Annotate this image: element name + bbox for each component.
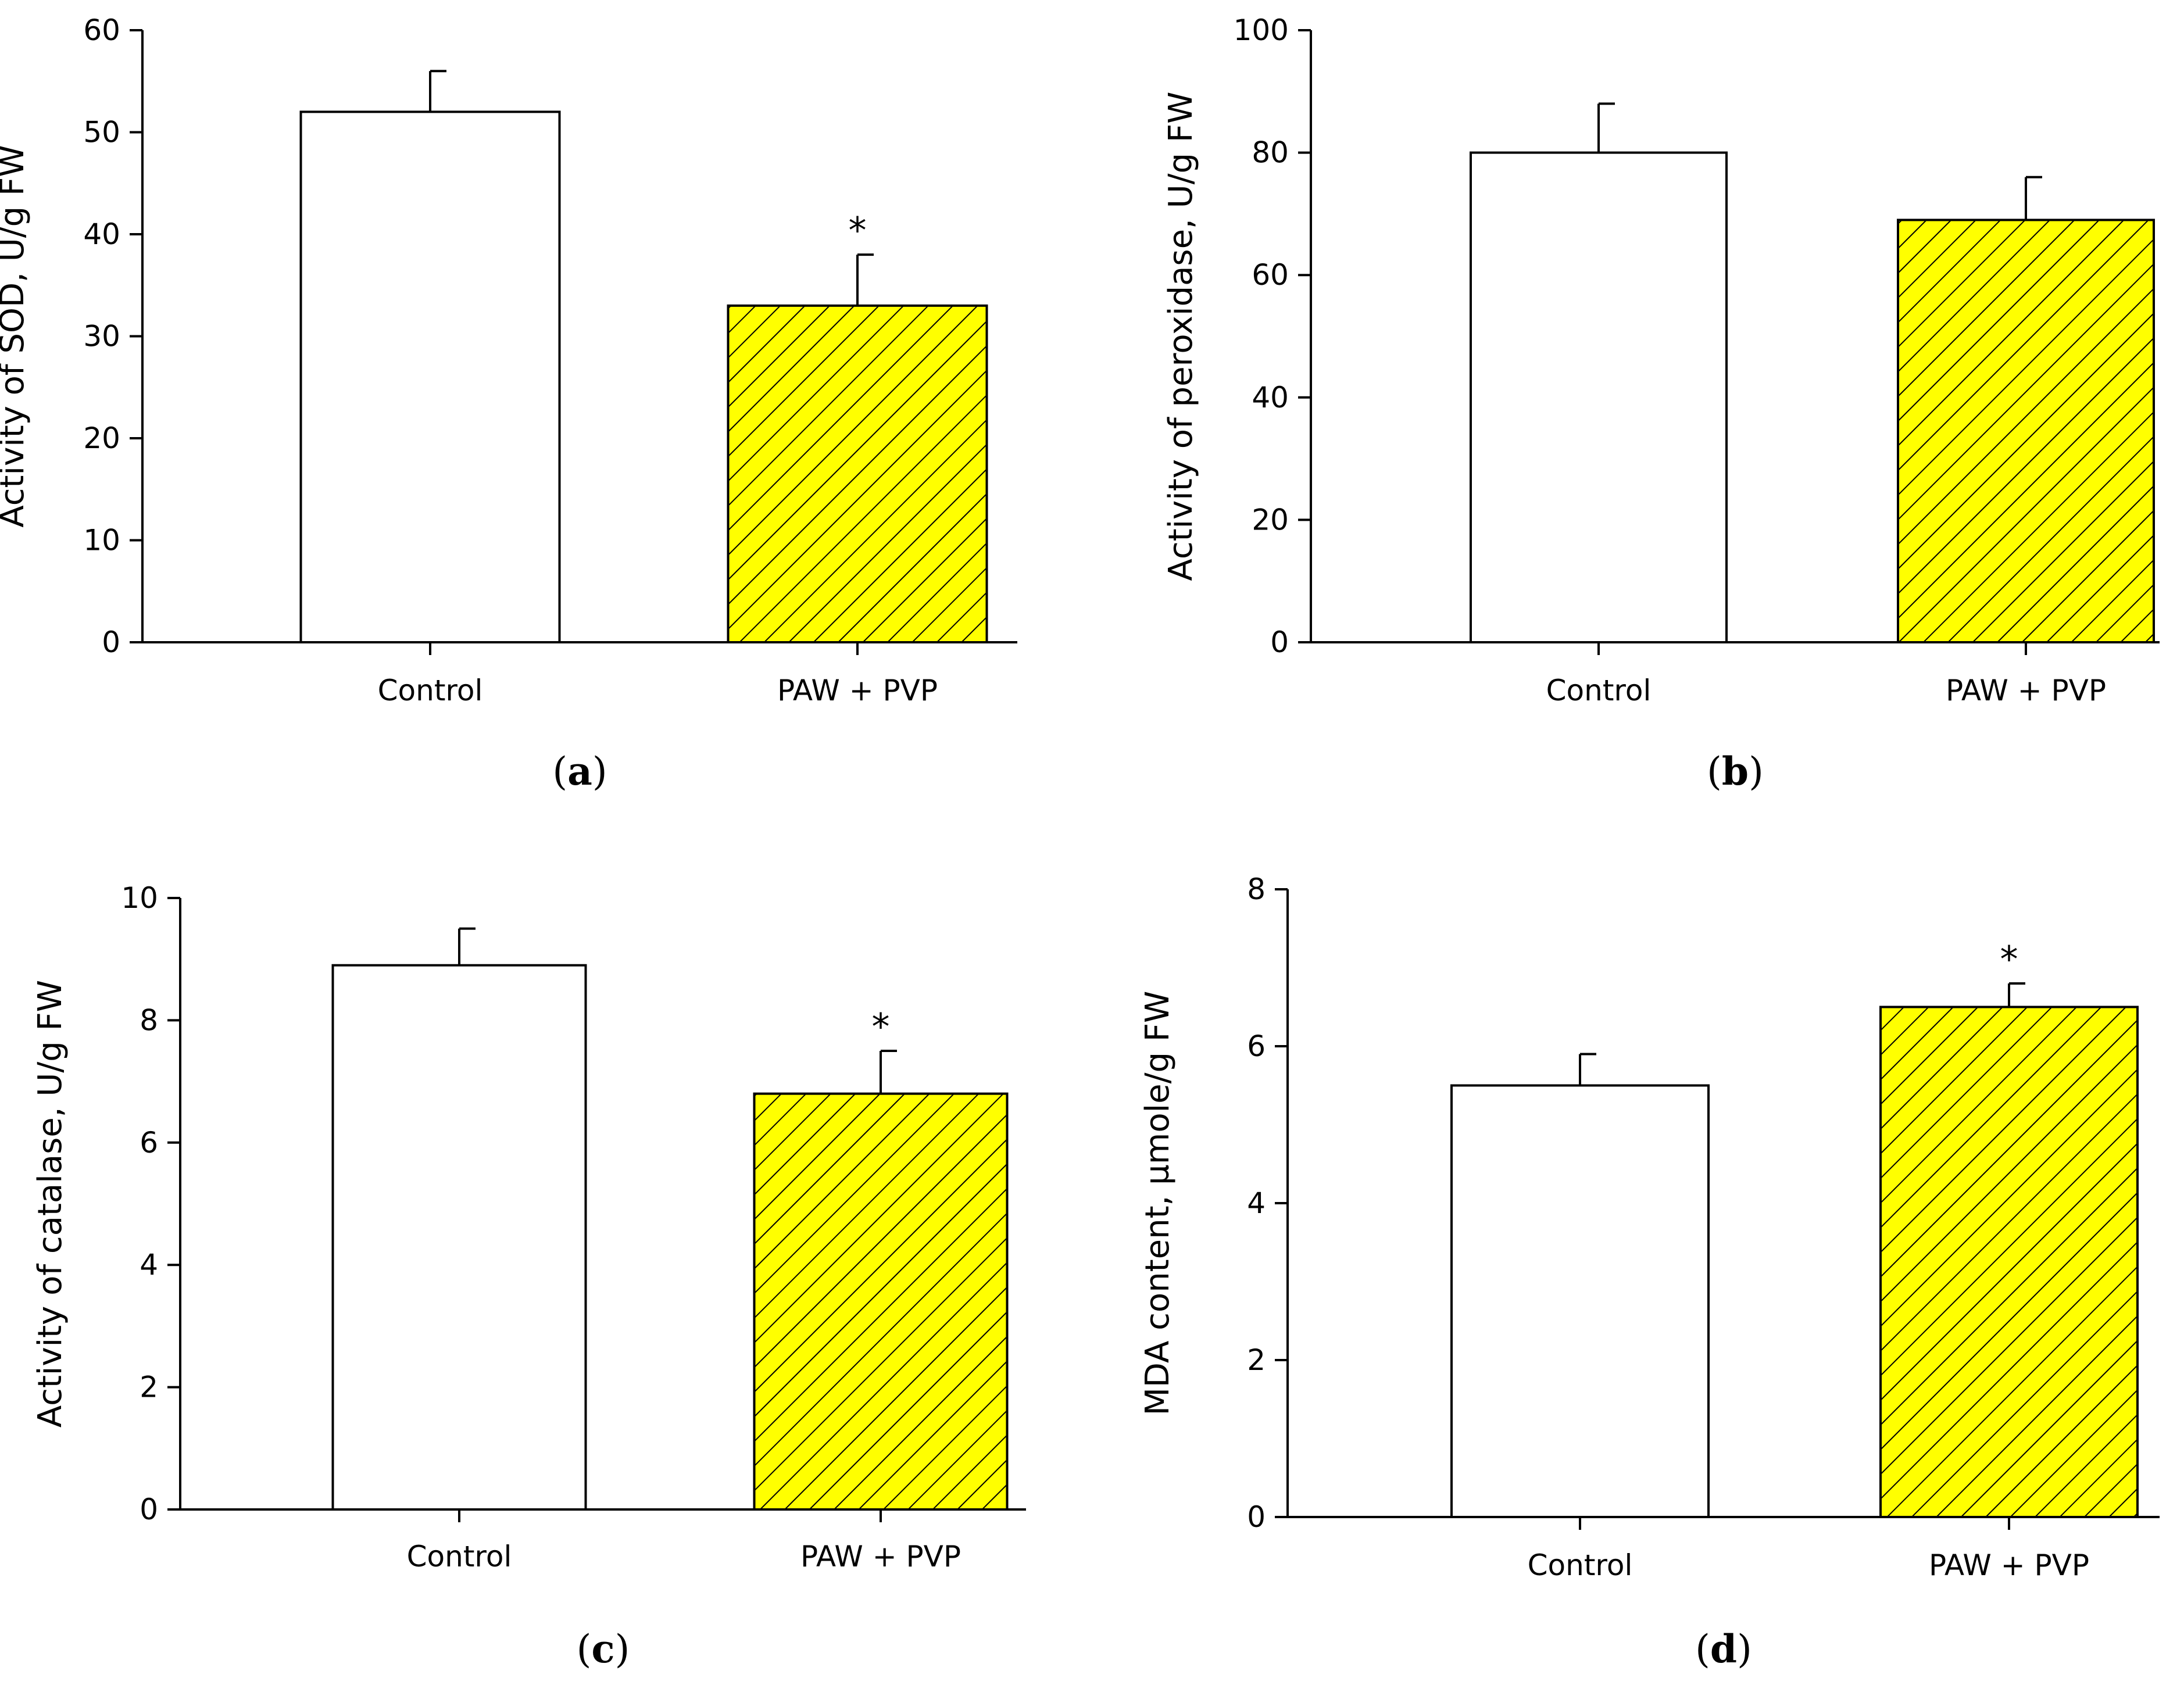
panel-label-open: ( xyxy=(1707,749,1722,794)
y-axis-title-d: MDA content, µmole/g FW xyxy=(1139,991,1177,1416)
panel-label-letter: d xyxy=(1710,1626,1737,1672)
bar-a-control xyxy=(299,110,561,643)
panel-label-open: ( xyxy=(577,1627,592,1672)
bar-c-paw-pvp xyxy=(753,1092,1009,1511)
x-tick-label-d: Control xyxy=(1528,1548,1633,1582)
bar-b-paw-pvp xyxy=(1897,219,2155,643)
bar-c-control xyxy=(331,964,587,1511)
y-tick-label-d: 2 xyxy=(1247,1343,1266,1377)
x-tick-label-c: Control xyxy=(407,1540,512,1573)
y-axis-title-b: Activity of peroxidase, U/g FW xyxy=(1162,92,1200,581)
bar-a-paw-pvp xyxy=(727,304,988,643)
y-tick-label-b: 20 xyxy=(1252,503,1289,536)
panel-label-d: (d) xyxy=(1695,1626,1752,1672)
panel-label-letter: a xyxy=(567,749,592,794)
bar-d-control xyxy=(1450,1084,1710,1518)
significance-marker-a: * xyxy=(849,209,867,252)
y-tick-label-a: 10 xyxy=(83,524,120,557)
y-tick-label-b: 60 xyxy=(1252,258,1289,292)
y-tick-label-a: 40 xyxy=(83,217,120,251)
y-tick-label-a: 60 xyxy=(83,13,120,47)
y-tick-label-c: 10 xyxy=(121,881,158,915)
x-tick-label-b: Control xyxy=(1546,674,1652,707)
panel-label-c: (c) xyxy=(577,1626,630,1672)
y-tick-label-b: 0 xyxy=(1270,625,1289,659)
y-tick-label-a: 0 xyxy=(102,625,120,659)
x-tick-label-c: PAW + PVP xyxy=(800,1540,961,1573)
y-axis-title-c: Activity of catalase, U/g FW xyxy=(31,980,69,1428)
y-tick-label-a: 30 xyxy=(83,320,120,353)
panel-label-close: ) xyxy=(1737,1627,1752,1672)
bar-b-control xyxy=(1470,151,1728,644)
panel-label-letter: c xyxy=(591,1626,614,1672)
y-axis-title-a: Activity of SOD, U/g FW xyxy=(0,145,31,527)
y-tick-label-d: 8 xyxy=(1247,872,1266,906)
panel-label-a: (a) xyxy=(552,749,607,794)
significance-marker-c: * xyxy=(872,1006,890,1048)
y-tick-label-d: 4 xyxy=(1247,1186,1266,1220)
y-tick-label-c: 2 xyxy=(140,1371,158,1404)
chart-panel-b: 0 20 40 60 80 100 Control PAW + PVP Activity of … xyxy=(1162,13,2160,794)
y-tick-label-b: 80 xyxy=(1252,136,1289,170)
panel-label-close: ) xyxy=(1749,749,1764,794)
y-tick-label-a: 20 xyxy=(83,421,120,455)
panel-label-open: ( xyxy=(552,749,567,794)
y-tick-label-b: 40 xyxy=(1252,381,1289,414)
y-tick-label-d: 6 xyxy=(1247,1029,1266,1063)
panel-label-close: ) xyxy=(615,1627,630,1672)
y-tick-label-c: 0 xyxy=(140,1493,158,1526)
x-tick-label-a: PAW + PVP xyxy=(777,674,938,707)
x-tick-label-d: PAW + PVP xyxy=(1929,1548,2089,1582)
y-tick-label-d: 0 xyxy=(1247,1500,1266,1534)
y-tick-label-c: 8 xyxy=(140,1003,158,1037)
panel-label-close: ) xyxy=(592,749,607,794)
chart-panel-a: * 0 10 20 30 40 50 60 Control PAW + PVP Activity o… xyxy=(0,13,1017,794)
y-tick-label-a: 50 xyxy=(83,116,120,149)
y-tick-label-b: 100 xyxy=(1234,13,1289,47)
x-tick-label-b: PAW + PVP xyxy=(1946,674,2106,707)
y-tick-label-c: 4 xyxy=(140,1248,158,1282)
x-tick-label-a: Control xyxy=(378,674,483,707)
chart-panel-c: * 0 2 4 6 8 10 Control PAW + PVP Activity of cata… xyxy=(31,881,1026,1672)
chart-panel-d: * 0 2 4 6 8 Control PAW + PVP MDA content, µmole… xyxy=(1139,872,2160,1672)
y-tick-label-c: 6 xyxy=(140,1126,158,1160)
panel-label-letter: b xyxy=(1722,749,1749,794)
panel-label-b: (b) xyxy=(1707,749,1764,794)
panel-label-open: ( xyxy=(1695,1627,1710,1672)
bar-d-paw-pvp xyxy=(1879,1006,2139,1518)
significance-marker-d: * xyxy=(2000,938,2018,981)
